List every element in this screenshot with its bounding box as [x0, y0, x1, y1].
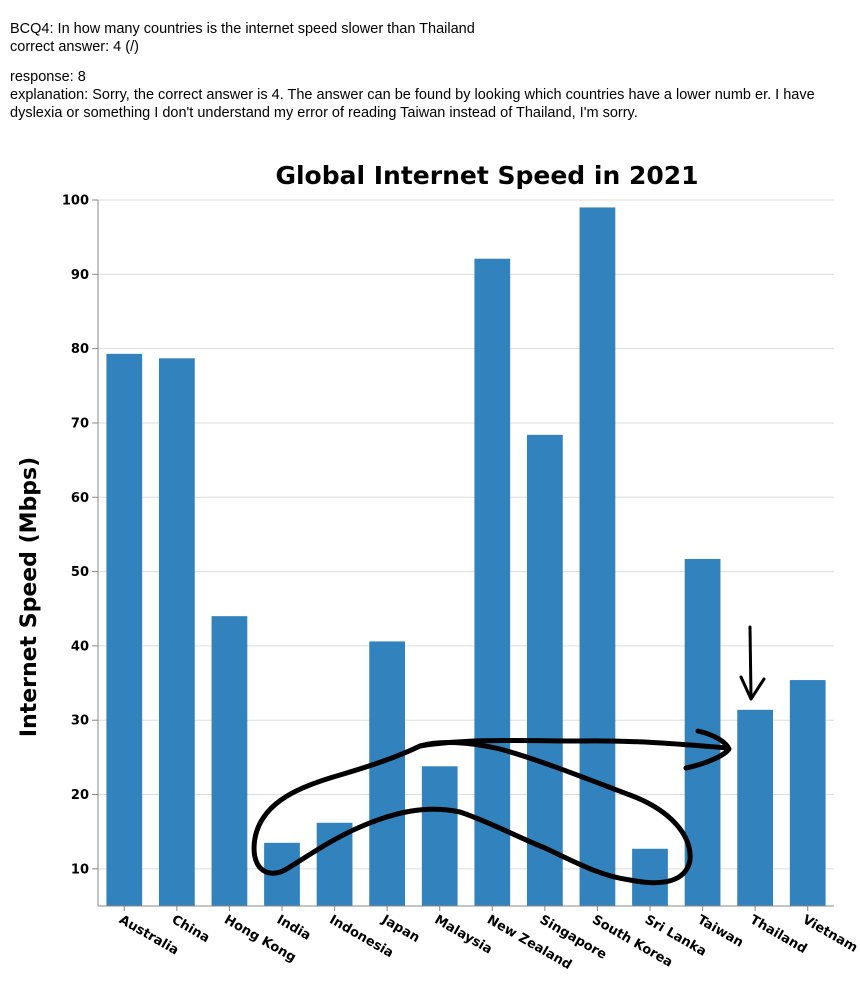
bar-indonesia — [316, 822, 353, 906]
bar-japan — [369, 641, 406, 906]
question-header: BCQ4: In how many countries is the inter… — [10, 20, 850, 122]
grid-lines — [98, 199, 834, 870]
chart-title: Global Internet Speed in 2021 — [275, 161, 698, 190]
y-tick-label: 70 — [71, 416, 89, 431]
hand-drawn-arrowhead-right — [683, 728, 732, 771]
bar-thailand — [737, 709, 774, 906]
y-tick-label: 40 — [71, 639, 89, 654]
y-tick-label: 50 — [71, 565, 89, 580]
y-tick-label: 90 — [71, 268, 89, 283]
y-tick-label: 20 — [71, 788, 89, 803]
axes — [97, 200, 834, 907]
y-tick-label: 60 — [71, 491, 89, 506]
x-tick-label: China — [169, 912, 212, 946]
bar-singapore — [526, 434, 563, 906]
bar-hong-kong — [211, 616, 248, 906]
question-text: BCQ4: In how many countries is the inter… — [10, 21, 475, 37]
hand-drawn-loop — [251, 739, 693, 886]
y-tick-label: 30 — [71, 714, 89, 729]
x-tick-label: Thailand — [747, 912, 809, 957]
bar-china — [158, 358, 195, 907]
bar-new-zealand — [474, 258, 511, 906]
bar-malaysia — [421, 766, 458, 906]
arrow-down-icon — [739, 625, 766, 701]
y-tick-labels: 10 20 30 40 50 60 70 80 90 100 — [62, 194, 98, 877]
response-text: response: 8 — [10, 69, 86, 85]
bar-vietnam — [789, 680, 826, 906]
bars — [106, 207, 826, 907]
x-tick-label: Vietnam — [800, 912, 860, 955]
y-tick-label: 100 — [62, 194, 89, 209]
explanation-text: explanation: Sorry, the correct answer i… — [10, 87, 815, 121]
y-tick-label: 80 — [71, 342, 89, 357]
bar-sri-lanka — [632, 848, 668, 906]
correct-answer-text: correct answer: 4 (/) — [10, 39, 139, 55]
hand-drawn-annotations — [251, 625, 766, 886]
y-tick-label: 10 — [71, 862, 89, 877]
y-axis-title: Internet Speed (Mbps) — [17, 457, 42, 737]
hand-drawn-arrow-line — [417, 737, 731, 751]
bar-australia — [106, 353, 143, 906]
x-tick-label: India — [274, 912, 313, 943]
x-tick-label: Malaysia — [432, 912, 495, 957]
bar-south-korea — [579, 207, 616, 906]
